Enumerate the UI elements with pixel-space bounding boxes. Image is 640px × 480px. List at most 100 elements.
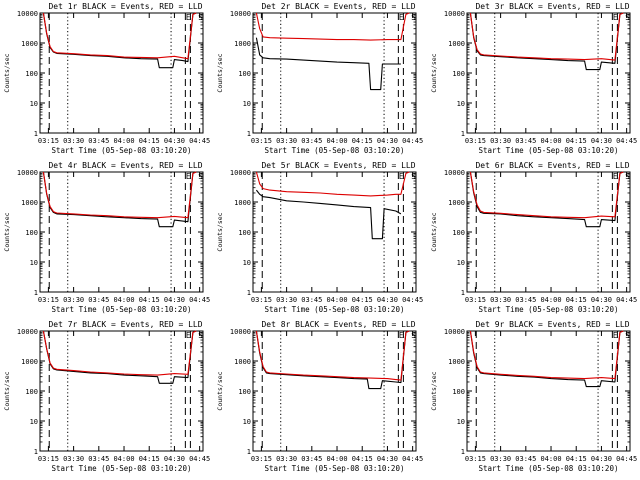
x-tick-label: 04:00 [540,296,561,304]
series-line-lld [255,171,410,197]
plot-frame [466,171,631,293]
corner-label: S [625,172,630,181]
x-tick-label: 03:15 [251,455,272,463]
y-axis-label: Counts/sec [3,371,11,410]
series-line-events [42,171,197,228]
series-line-lld [42,171,197,219]
x-tick-label: 04:00 [540,455,561,463]
chart-title: Det 8r BLACK = Events, RED = LLD [261,320,415,329]
y-tick-label: 1000 [21,358,38,366]
y-axis-label: Counts/sec [3,53,11,92]
y-axis-label: Counts/sec [216,371,224,410]
x-tick-label: 04:00 [113,137,134,145]
x-tick-label: 03:30 [490,137,511,145]
x-axis-label: Start Time (05-Sep-08 03:10:20) [479,464,619,473]
x-axis-label: Start Time (05-Sep-08 03:10:20) [52,146,192,155]
y-axis-label: Counts/sec [216,53,224,92]
x-tick-label: 04:15 [139,296,160,304]
x-tick-label: 03:30 [490,296,511,304]
y-tick-label: 10000 [444,328,465,336]
chart-panel-8: Det 8r BLACK = Events, RED = LLD 1 10 100 10… [216,320,423,473]
y-axis-label: Counts/sec [430,53,438,92]
x-tick-label: 04:30 [377,455,398,463]
y-tick-label: 100 [452,388,465,396]
x-tick-label: 03:30 [63,455,84,463]
x-tick-label: 03:15 [38,455,59,463]
corner-label: E [399,13,404,22]
x-tick-label: 04:30 [164,296,185,304]
y-tick-label: 1 [247,130,251,138]
x-tick-label: 04:00 [326,137,347,145]
x-tick-label: 03:15 [465,455,486,463]
plot-frame [252,330,417,452]
x-tick-label: 03:30 [63,296,84,304]
y-tick-label: 1 [247,289,251,297]
corner-label: E [399,331,404,340]
y-axis-label: Counts/sec [430,212,438,251]
x-tick-label: 04:00 [540,137,561,145]
x-tick-label: 03:45 [301,455,322,463]
corner-label: S [198,172,203,181]
y-tick-label: 1000 [21,199,38,207]
y-tick-label: 1000 [448,40,465,48]
chart-panel-2: Det 2r BLACK = Events, RED = LLD 1 10 100 10… [216,2,423,155]
series-line-events [255,37,401,91]
y-tick-label: 1 [34,448,38,456]
y-tick-label: 10 [30,418,38,426]
x-tick-label: 04:15 [139,137,160,145]
y-tick-label: 1000 [448,199,465,207]
x-tick-label: 04:30 [591,455,612,463]
y-tick-label: 10 [457,418,465,426]
x-tick-label: 03:30 [63,137,84,145]
chart-title: Det 5r BLACK = Events, RED = LLD [261,161,415,170]
plot-frame [39,12,204,134]
series-line-lld [469,171,624,219]
x-tick-label: 04:15 [566,296,587,304]
x-tick-label: 04:45 [616,455,637,463]
x-tick-label: 03:15 [38,137,59,145]
x-tick-label: 04:30 [164,137,185,145]
x-tick-label: 04:30 [591,296,612,304]
x-tick-label: 04:00 [326,296,347,304]
y-tick-label: 100 [238,229,251,237]
y-tick-label: 1000 [234,358,251,366]
x-tick-label: 03:45 [88,296,109,304]
y-tick-label: 100 [25,388,38,396]
x-axis-label: Start Time (05-Sep-08 03:10:20) [265,464,405,473]
y-tick-label: 100 [25,229,38,237]
chart-panel-9: Det 9r BLACK = Events, RED = LLD 1 10 100 10… [430,320,637,473]
x-tick-label: 03:15 [465,296,486,304]
plot-frame [252,12,417,134]
corner-label: S [625,331,630,340]
x-tick-label: 03:30 [490,455,511,463]
x-tick-label: 04:15 [352,137,373,145]
series-line-lld [469,330,624,380]
chart-panel-1: Det 1r BLACK = Events, RED = LLD 1 10 100 10… [3,2,210,155]
series-line-lld [42,12,197,60]
series-line-events [42,12,197,69]
x-tick-label: 04:15 [352,296,373,304]
x-tick-label: 03:15 [465,137,486,145]
x-tick-label: 04:45 [189,296,210,304]
x-tick-label: 04:30 [377,137,398,145]
x-tick-label: 04:15 [566,137,587,145]
corner-label: S [198,13,203,22]
x-axis-label: Start Time (05-Sep-08 03:10:20) [265,305,405,314]
x-tick-label: 03:30 [276,137,297,145]
y-tick-label: 100 [452,229,465,237]
y-tick-label: 1000 [234,40,251,48]
x-tick-label: 03:45 [515,137,536,145]
chart-title: Det 3r BLACK = Events, RED = LLD [475,2,629,11]
series-line-events [469,330,624,388]
y-tick-label: 1 [461,448,465,456]
chart-title: Det 1r BLACK = Events, RED = LLD [48,2,202,11]
plot-frame [466,12,631,134]
series-line-events [469,171,624,228]
x-axis-label: Start Time (05-Sep-08 03:10:20) [265,146,405,155]
y-tick-label: 10 [30,259,38,267]
x-tick-label: 03:45 [301,296,322,304]
plot-frame [252,171,417,293]
y-tick-label: 1000 [448,358,465,366]
y-tick-label: 10 [243,418,251,426]
